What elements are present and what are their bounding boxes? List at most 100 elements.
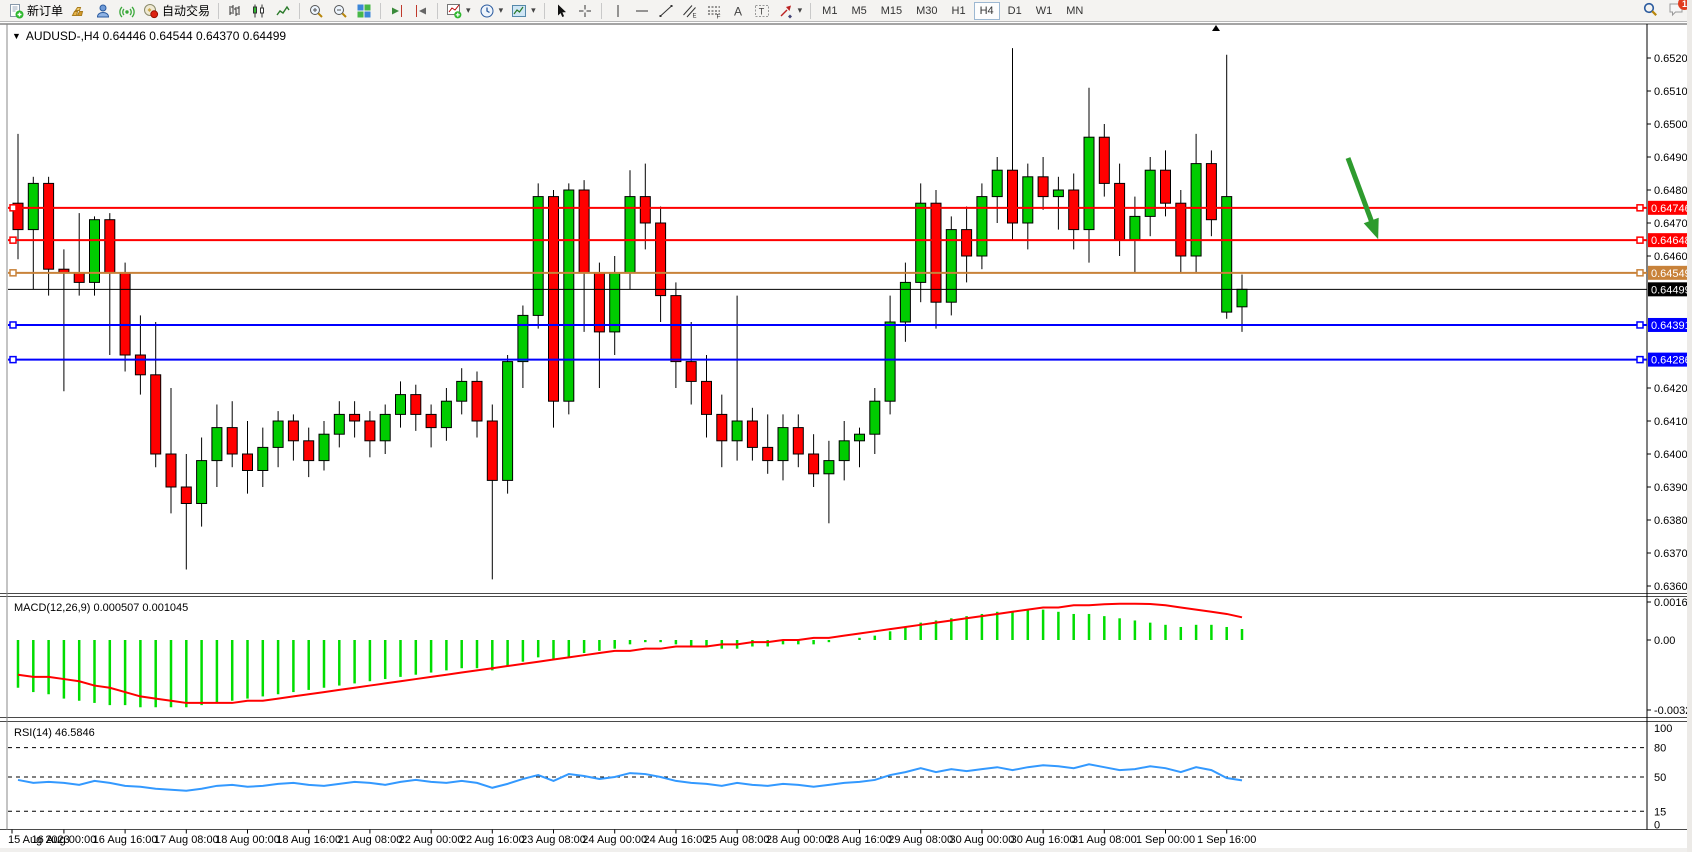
line-chart-button[interactable]	[271, 1, 295, 21]
line-edge-marker[interactable]	[1636, 321, 1644, 329]
price-tick-label: 0.64900	[1654, 152, 1692, 164]
bear-candle	[104, 219, 116, 273]
dropdown-arrow-icon[interactable]: ▾	[531, 5, 536, 15]
indicators-button[interactable]: ▾	[442, 1, 475, 21]
tile-windows-button[interactable]	[352, 1, 376, 21]
arrow-head-icon	[1363, 217, 1379, 240]
bear-candle	[548, 196, 559, 402]
notifications-button[interactable]: 1	[1668, 0, 1691, 20]
trendline-button[interactable]	[654, 1, 678, 21]
new-order-icon	[8, 3, 24, 19]
zoom-in-icon	[308, 3, 324, 19]
periods-button[interactable]: ▾	[475, 1, 508, 21]
templates-button[interactable]: ▾	[507, 1, 540, 21]
bear-candle	[287, 420, 299, 442]
price-tick-label: 0.64200	[1654, 383, 1692, 395]
timeframe-D1-button[interactable]: D1	[1007, 4, 1022, 17]
zoom-in-button[interactable]	[304, 1, 328, 21]
horizontal-line-button[interactable]	[630, 1, 654, 21]
text-label-button[interactable]: T	[750, 1, 774, 21]
bar-chart-button[interactable]	[223, 1, 247, 21]
line-edge-marker[interactable]	[1636, 355, 1644, 364]
bear-candle	[150, 374, 162, 455]
line-edge-marker[interactable]	[9, 321, 17, 329]
line-edge-marker[interactable]	[1636, 236, 1644, 244]
timeframe-H1-button[interactable]: H1	[951, 4, 966, 17]
line-edge-marker[interactable]	[1636, 204, 1644, 212]
price-level-badge	[1648, 233, 1692, 248]
timeframe-M30-button[interactable]: M30	[916, 4, 938, 17]
timeframe-M5-button[interactable]: M5	[851, 4, 867, 17]
bear-candle	[762, 446, 774, 462]
bear-candle	[12, 202, 24, 231]
time-tick-label: 1 Sep 00:00	[1136, 834, 1195, 846]
search-icon[interactable]	[1642, 1, 1658, 20]
dropdown-arrow-icon[interactable]: ▾	[797, 5, 803, 15]
arrow-tools-button[interactable]: ▾	[774, 1, 807, 21]
chart-title[interactable]: ▼ AUDUSD-,H4 0.64446 0.64544 0.64370 0.6…	[12, 29, 286, 43]
timeframe-H4-button[interactable]: H4	[973, 1, 1000, 20]
toolbar-right-icons: 1	[1642, 0, 1691, 20]
price-tick-label: 0.65200	[1654, 53, 1692, 65]
vertical-line-button[interactable]	[606, 1, 630, 21]
chart-background	[0, 24, 1692, 852]
bear-candle	[226, 427, 238, 455]
bear-candle	[1175, 202, 1187, 257]
deposit-button[interactable]	[67, 1, 91, 21]
line-edge-marker[interactable]	[9, 204, 17, 212]
autotrading-button[interactable]: 自动交易	[139, 1, 214, 21]
timeframe-M15-button[interactable]: M15	[880, 4, 903, 17]
timeframe-M1-button[interactable]: M1	[822, 4, 838, 17]
candlestick-chart-button[interactable]	[247, 1, 271, 21]
text-label-icon: T	[754, 3, 770, 19]
signals-button[interactable]	[115, 1, 139, 21]
bear-candle	[639, 196, 651, 224]
price-tick-label: 0.63800	[1654, 515, 1692, 527]
line-edge-marker[interactable]	[9, 269, 17, 277]
chevron-down-icon[interactable]: ▼	[12, 31, 21, 41]
trend-arrow-annotation[interactable]	[1345, 157, 1379, 240]
tile-windows-icon	[356, 3, 372, 19]
line-edge-marker[interactable]	[9, 355, 17, 364]
price-tick-label: 0.65000	[1654, 119, 1692, 131]
chart-title-text: AUDUSD-,H4 0.64446 0.64544 0.64370 0.644…	[25, 29, 287, 43]
timeframe-W1-button[interactable]: W1	[1035, 4, 1053, 17]
bull-candle	[1144, 169, 1156, 217]
equidistant-channel-button[interactable]: E	[678, 1, 702, 21]
cursor-button[interactable]	[549, 1, 573, 21]
new-order-button[interactable]: 新订单	[4, 1, 67, 21]
bull-candle	[257, 446, 269, 471]
fibonacci-button[interactable]: F	[702, 1, 726, 21]
macd-scale-label: 0.00	[1654, 635, 1675, 647]
price-tick-label: 0.64100	[1654, 416, 1692, 428]
price-tick-label: 0.65100	[1654, 86, 1692, 98]
current-price-badge-text: 0.64499	[1651, 284, 1691, 296]
line-edge-marker[interactable]	[9, 236, 17, 244]
templates-icon	[511, 3, 527, 19]
chart-shift-marker[interactable]	[1212, 25, 1220, 31]
dropdown-arrow-icon[interactable]: ▾	[498, 5, 504, 15]
zoom-out-button[interactable]	[328, 1, 352, 21]
bull-candle	[1190, 163, 1202, 257]
text-button[interactable]: A	[726, 1, 750, 21]
line-edge-marker[interactable]	[1636, 269, 1644, 277]
bull-candle	[731, 420, 743, 442]
time-tick-label: 31 Aug 08:00	[1072, 834, 1137, 846]
crosshair-button[interactable]	[573, 1, 597, 21]
bear-candle	[1205, 163, 1217, 221]
time-tick-label: 28 Aug 16:00	[827, 834, 892, 846]
toolbar-separator	[437, 2, 439, 19]
chart-shift-button[interactable]	[409, 1, 433, 21]
text-icon: A	[730, 3, 746, 19]
rsi-scale-label: 50	[1654, 772, 1666, 784]
bull-candle	[272, 420, 284, 448]
bear-candle	[593, 272, 605, 333]
timeframe-MN-button[interactable]: MN	[1066, 4, 1084, 17]
current-price-badge	[1648, 282, 1692, 297]
bear-candle	[930, 202, 942, 303]
bear-candle	[808, 453, 820, 475]
dropdown-arrow-icon[interactable]: ▾	[466, 5, 471, 15]
profile-button[interactable]	[91, 1, 115, 21]
auto-scroll-button[interactable]	[385, 1, 409, 21]
